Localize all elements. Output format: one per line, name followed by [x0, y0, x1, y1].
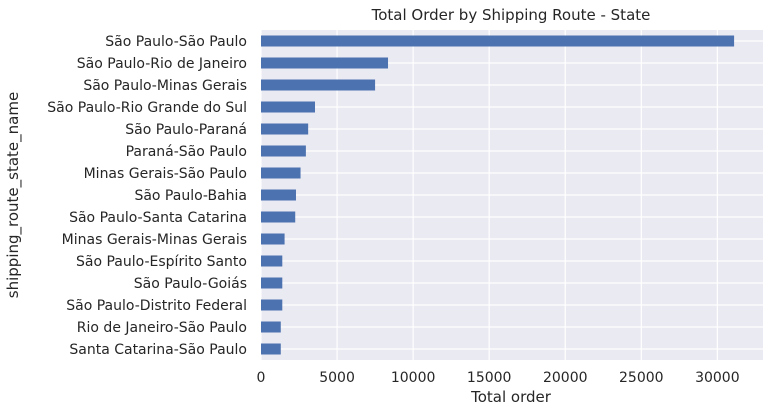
category-label: Rio de Janeiro-São Paulo [77, 320, 247, 336]
category-labels: São Paulo-São Paulo São Paulo-Rio de Jane… [47, 34, 247, 358]
bar [261, 211, 296, 223]
bar [261, 277, 283, 289]
x-tick-labels: 0 5000 10000 15000 20000 25000 30000 [257, 370, 740, 386]
category-label: Santa Catarina-São Paulo [69, 342, 247, 358]
bar [261, 321, 281, 333]
bar [261, 123, 309, 135]
bar [261, 255, 283, 267]
category-label: Minas Gerais-São Paulo [84, 166, 247, 182]
bar [261, 299, 283, 311]
bar [261, 101, 316, 113]
x-tick-label: 25000 [619, 370, 664, 386]
bar [261, 35, 735, 47]
category-label: São Paulo-Minas Gerais [83, 78, 247, 94]
category-label: São Paulo-Santa Catarina [69, 210, 247, 226]
x-tick-label: 0 [257, 370, 266, 386]
y-axis-title: shipping_route_state_name [4, 92, 23, 298]
bar [261, 343, 281, 355]
x-tick-label: 10000 [391, 370, 436, 386]
x-axis-title: Total order [470, 388, 552, 406]
bar [261, 79, 376, 91]
x-tick-label: 20000 [543, 370, 588, 386]
bar [261, 57, 389, 69]
category-label: São Paulo-Espírito Santo [76, 254, 247, 270]
x-tick-label: 30000 [695, 370, 740, 386]
category-label: São Paulo-Paraná [125, 122, 247, 138]
category-label: São Paulo-Bahia [134, 188, 247, 204]
bar [261, 167, 301, 179]
x-tick-label: 15000 [467, 370, 512, 386]
category-label: São Paulo-São Paulo [105, 34, 247, 50]
category-label: São Paulo-Rio Grande do Sul [47, 100, 247, 116]
bar [261, 189, 296, 201]
bar [261, 233, 285, 245]
category-label: São Paulo-Goiás [134, 276, 247, 292]
category-label: Paraná-São Paulo [126, 144, 247, 160]
bars [261, 35, 735, 355]
category-label: São Paulo-Distrito Federal [66, 298, 247, 314]
bar [261, 145, 306, 157]
chart-title: Total Order by Shipping Route - State [371, 6, 651, 24]
category-label: São Paulo-Rio de Janeiro [77, 56, 247, 72]
category-label: Minas Gerais-Minas Gerais [62, 232, 247, 248]
x-tick-label: 5000 [319, 370, 355, 386]
